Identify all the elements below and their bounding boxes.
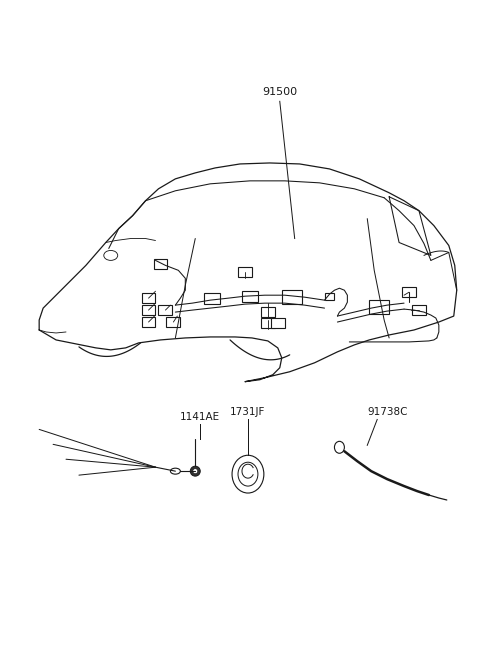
- FancyBboxPatch shape: [282, 290, 301, 304]
- Circle shape: [193, 469, 198, 474]
- FancyBboxPatch shape: [142, 305, 156, 315]
- Text: 1731JF: 1731JF: [230, 407, 265, 417]
- FancyBboxPatch shape: [167, 317, 180, 327]
- FancyBboxPatch shape: [242, 291, 258, 302]
- Circle shape: [190, 466, 200, 476]
- FancyBboxPatch shape: [142, 317, 156, 327]
- Text: 1141AE: 1141AE: [180, 413, 220, 422]
- FancyBboxPatch shape: [271, 318, 285, 328]
- Text: 91500: 91500: [262, 87, 297, 98]
- Text: 91738C: 91738C: [367, 407, 408, 417]
- FancyBboxPatch shape: [238, 267, 252, 277]
- FancyBboxPatch shape: [402, 288, 416, 297]
- FancyBboxPatch shape: [412, 305, 426, 315]
- FancyBboxPatch shape: [369, 300, 389, 314]
- FancyBboxPatch shape: [261, 318, 275, 328]
- FancyBboxPatch shape: [154, 259, 168, 269]
- FancyBboxPatch shape: [261, 307, 275, 317]
- FancyBboxPatch shape: [158, 305, 172, 315]
- FancyBboxPatch shape: [204, 293, 220, 304]
- Ellipse shape: [170, 468, 180, 474]
- FancyBboxPatch shape: [324, 293, 335, 299]
- FancyBboxPatch shape: [142, 293, 156, 303]
